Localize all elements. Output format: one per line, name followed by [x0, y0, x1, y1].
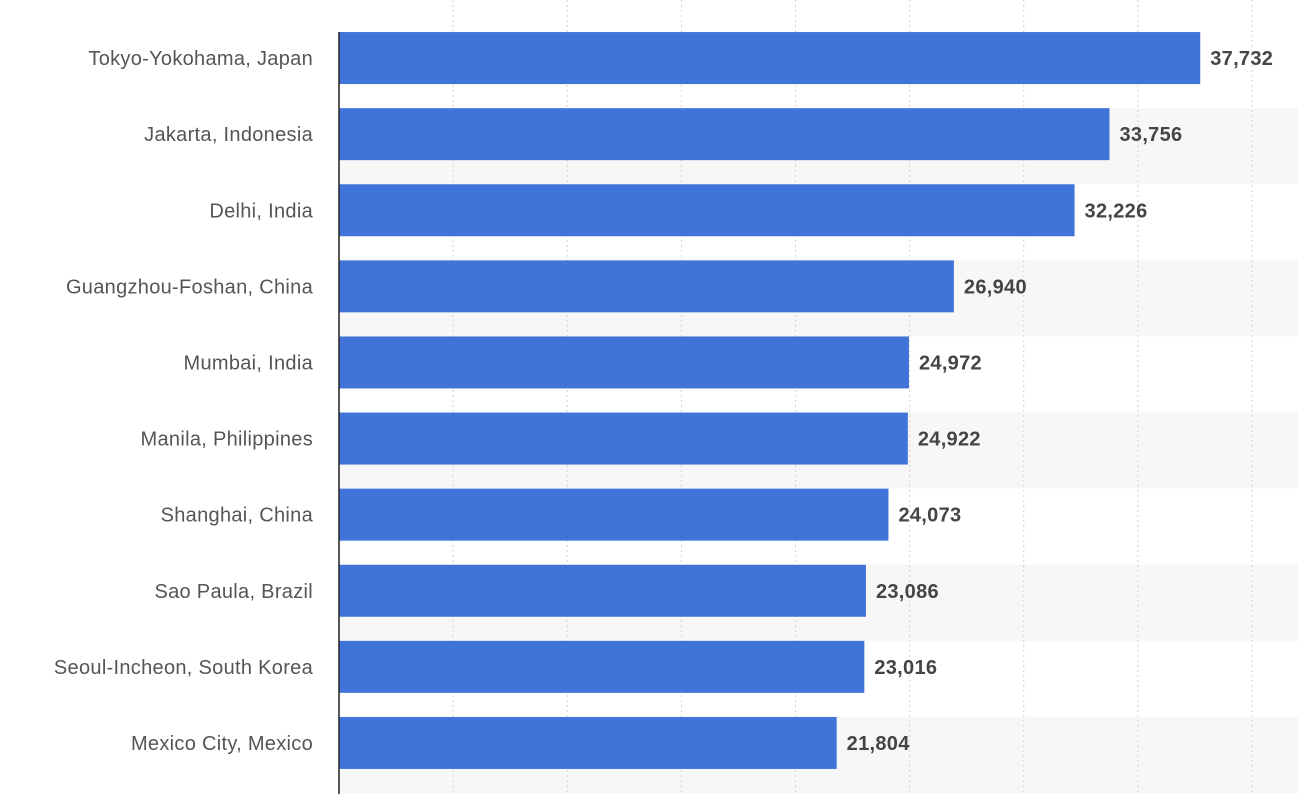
value-label: 32,226: [1085, 200, 1148, 222]
bar: [339, 564, 866, 617]
value-label: 21,804: [847, 733, 911, 755]
bar: [339, 412, 908, 465]
bar: [339, 32, 1201, 85]
category-label: Sao Paula, Brazil: [154, 581, 313, 603]
value-label: 23,086: [876, 581, 939, 603]
category-label: Delhi, India: [209, 200, 313, 222]
bar: [339, 336, 909, 389]
value-label: 37,732: [1210, 48, 1273, 70]
category-label: Manila, Philippines: [141, 429, 313, 451]
value-label: 33,756: [1119, 124, 1182, 146]
category-label: Jakarta, Indonesia: [144, 124, 313, 146]
category-label: Guangzhou-Foshan, China: [66, 276, 314, 298]
bar: [339, 488, 889, 541]
category-label: Mexico City, Mexico: [131, 733, 313, 755]
value-label: 26,940: [964, 276, 1027, 298]
value-labels: 37,732 33,756 32,226 26,940 24,972 24,922 24,0…: [847, 48, 1273, 755]
category-label: Shanghai, China: [161, 505, 314, 527]
bar: [339, 260, 954, 313]
bar: [339, 108, 1110, 161]
bar: [339, 716, 837, 769]
category-label: Seoul-Incheon, South Korea: [54, 657, 314, 679]
bar: [339, 640, 865, 693]
category-label: Tokyo-Yokohama, Japan: [88, 48, 313, 70]
value-label: 24,073: [898, 505, 961, 527]
category-labels: Tokyo-Yokohama, Japan Jakarta, Indonesia D…: [54, 48, 314, 755]
value-label: 24,972: [919, 352, 982, 374]
bars: [339, 32, 1201, 769]
value-label: 23,016: [874, 657, 937, 679]
value-label: 24,922: [918, 429, 981, 451]
bar: [339, 184, 1075, 237]
category-label: Mumbai, India: [183, 352, 313, 374]
